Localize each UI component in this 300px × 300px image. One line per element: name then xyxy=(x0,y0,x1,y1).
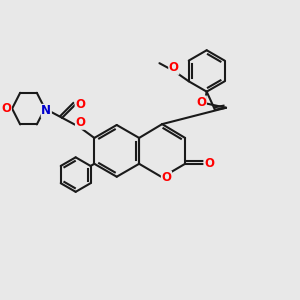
Text: N: N xyxy=(41,104,51,117)
Text: O: O xyxy=(75,98,85,111)
Text: O: O xyxy=(204,157,214,170)
Text: O: O xyxy=(2,102,11,115)
Text: O: O xyxy=(161,171,171,184)
Text: O: O xyxy=(196,96,206,109)
Text: O: O xyxy=(169,61,179,74)
Text: O: O xyxy=(76,116,85,129)
